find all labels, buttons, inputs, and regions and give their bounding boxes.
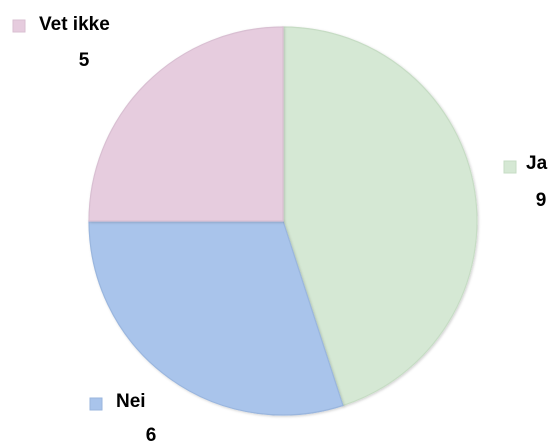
pie-slice-nei (88, 220, 344, 416)
data-label-value-nei: 6 (146, 425, 157, 446)
pie-slice-vet-ikke (88, 26, 284, 222)
data-label-category-vet-ikke: Vet ikke (39, 14, 110, 35)
data-label-value-ja: 9 (536, 190, 547, 211)
data-label-category-ja: Ja (526, 153, 548, 174)
pie-slice-ja (282, 26, 478, 407)
legend-marker-ja (503, 160, 517, 174)
pie-slices (88, 26, 478, 416)
legend-marker-vet-ikke (12, 19, 26, 33)
legend-marker-nei (89, 397, 103, 411)
data-label-value-vet-ikke: 5 (79, 50, 90, 71)
data-label-category-nei: Nei (116, 391, 146, 412)
